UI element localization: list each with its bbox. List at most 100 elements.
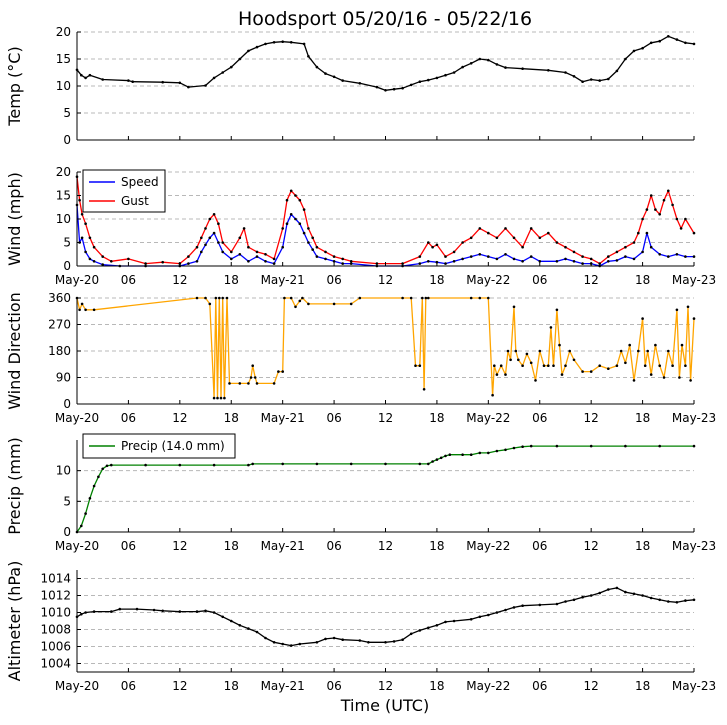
data-point <box>632 592 636 596</box>
data-point <box>589 257 593 261</box>
data-point <box>564 257 567 261</box>
data-point <box>324 637 327 641</box>
y-tick-label: 1014 <box>40 572 71 586</box>
data-point <box>208 302 212 306</box>
data-point <box>358 82 362 85</box>
data-point <box>632 257 636 261</box>
data-point <box>212 231 216 235</box>
data-point <box>332 255 336 258</box>
data-point <box>615 586 619 590</box>
data-point <box>332 302 336 306</box>
data-point <box>294 217 297 221</box>
data-point <box>435 243 439 247</box>
data-point <box>384 89 387 92</box>
data-point <box>367 641 370 644</box>
data-point <box>678 376 681 379</box>
data-point <box>187 262 190 265</box>
data-point <box>311 236 315 240</box>
data-point <box>469 62 473 65</box>
data-point <box>684 255 687 258</box>
data-point <box>315 462 319 466</box>
data-point <box>225 296 229 300</box>
data-point <box>555 602 559 606</box>
data-point <box>624 590 627 594</box>
data-point <box>444 255 447 258</box>
data-point <box>255 45 259 49</box>
data-point <box>253 376 257 379</box>
data-point <box>692 444 696 448</box>
y-axis-label: Precip (mm) <box>5 437 24 535</box>
data-point <box>255 250 259 254</box>
panel-temp: 0 5 10 15 20 Temp (°C) <box>5 25 696 147</box>
data-point <box>110 260 113 263</box>
data-point <box>461 453 464 457</box>
data-point <box>221 250 224 254</box>
panel-wind: 0 5 10 15 20 Wind (mph) May-20 06 12 18 May-21 06 12… <box>5 165 716 287</box>
data-point <box>645 208 649 211</box>
data-point <box>504 608 507 612</box>
data-point <box>615 69 619 73</box>
data-point <box>264 253 267 256</box>
data-point <box>131 80 134 83</box>
data-point <box>628 343 631 347</box>
data-point <box>444 620 447 624</box>
data-point <box>555 260 559 263</box>
data-point <box>469 296 473 300</box>
data-point <box>247 463 250 467</box>
y-tick-label: 5 <box>63 236 71 250</box>
data-point <box>525 352 529 356</box>
data-point <box>637 231 640 235</box>
data-point <box>435 76 439 80</box>
x-tick-label: 12 <box>584 273 599 287</box>
data-point <box>247 382 250 385</box>
data-point <box>204 609 207 613</box>
data-point <box>238 236 242 240</box>
data-point <box>427 241 430 244</box>
data-point <box>461 65 464 69</box>
data-point <box>238 57 242 61</box>
x-tick-label: May-21 <box>261 679 305 693</box>
data-point <box>461 241 464 244</box>
data-point <box>478 57 482 61</box>
data-point <box>349 462 353 466</box>
data-point <box>615 364 619 368</box>
data-point <box>221 241 224 244</box>
data-point <box>560 373 564 376</box>
data-point <box>332 75 336 79</box>
data-point <box>281 227 285 230</box>
legend-label: Speed <box>121 175 159 189</box>
data-point <box>680 343 684 347</box>
data-point <box>221 71 224 74</box>
data-point <box>581 262 584 265</box>
data-point <box>529 444 533 448</box>
data-point <box>80 524 83 528</box>
data-point <box>487 296 490 300</box>
data-point <box>409 632 413 636</box>
y-tick-label: 10 <box>56 464 71 478</box>
data-point <box>646 349 649 353</box>
y-tick-label: 10 <box>56 79 71 93</box>
data-point <box>281 370 285 373</box>
data-point <box>88 497 92 500</box>
data-point <box>478 451 482 455</box>
data-point <box>435 458 439 461</box>
data-point <box>315 65 319 69</box>
data-point <box>512 446 516 450</box>
data-point <box>418 364 422 368</box>
data-point <box>564 600 567 603</box>
data-point <box>101 263 104 266</box>
data-point <box>289 213 293 216</box>
data-point <box>88 257 92 261</box>
data-point <box>401 86 404 90</box>
data-point <box>469 236 473 240</box>
data-point <box>424 296 428 300</box>
data-point <box>161 609 164 613</box>
data-point <box>658 39 661 43</box>
data-point <box>598 262 601 265</box>
x-tick-label: May-20 <box>55 273 99 287</box>
y-tick-label: 15 <box>56 189 71 203</box>
data-point <box>219 396 223 400</box>
data-point <box>92 260 96 263</box>
x-tick-label: 06 <box>326 679 341 693</box>
data-point <box>512 257 516 261</box>
